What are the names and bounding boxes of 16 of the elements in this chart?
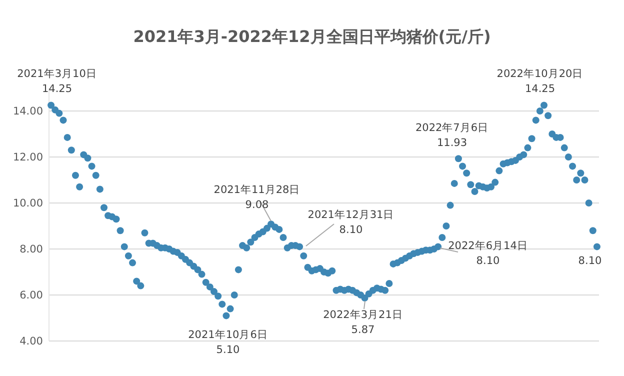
annotation: 2021年3月10日 14.25 (17, 68, 97, 95)
annotation: 2022年7月6日 11.93 (415, 122, 489, 149)
y-tick-label: 6.00 (20, 290, 43, 302)
chart-title: 2021年3月-2022年12月全国日平均猪价(元/斤) (133, 27, 491, 46)
y-tick-label: 8.00 (20, 244, 43, 256)
y-tick-label: 4.00 (20, 336, 43, 348)
annotation: 8.10 (578, 255, 602, 267)
annotation: 2022年3月21日 5.87 (323, 309, 403, 336)
annotation: 2022年10月20日 14.25 (496, 68, 584, 95)
annotation: 2022年6月14日 8.10 (448, 240, 528, 267)
y-tick-label: 10.00 (12, 198, 43, 210)
y-tick-label: 12.00 (12, 152, 43, 164)
y-tick-label: 14.00 (12, 106, 43, 118)
annotation: 2021年10月6日 5.10 (188, 329, 268, 356)
annotation: 2021年11月28日 9.08 (214, 184, 300, 211)
annotation: 2021年12月31日 8.10 (308, 209, 394, 236)
